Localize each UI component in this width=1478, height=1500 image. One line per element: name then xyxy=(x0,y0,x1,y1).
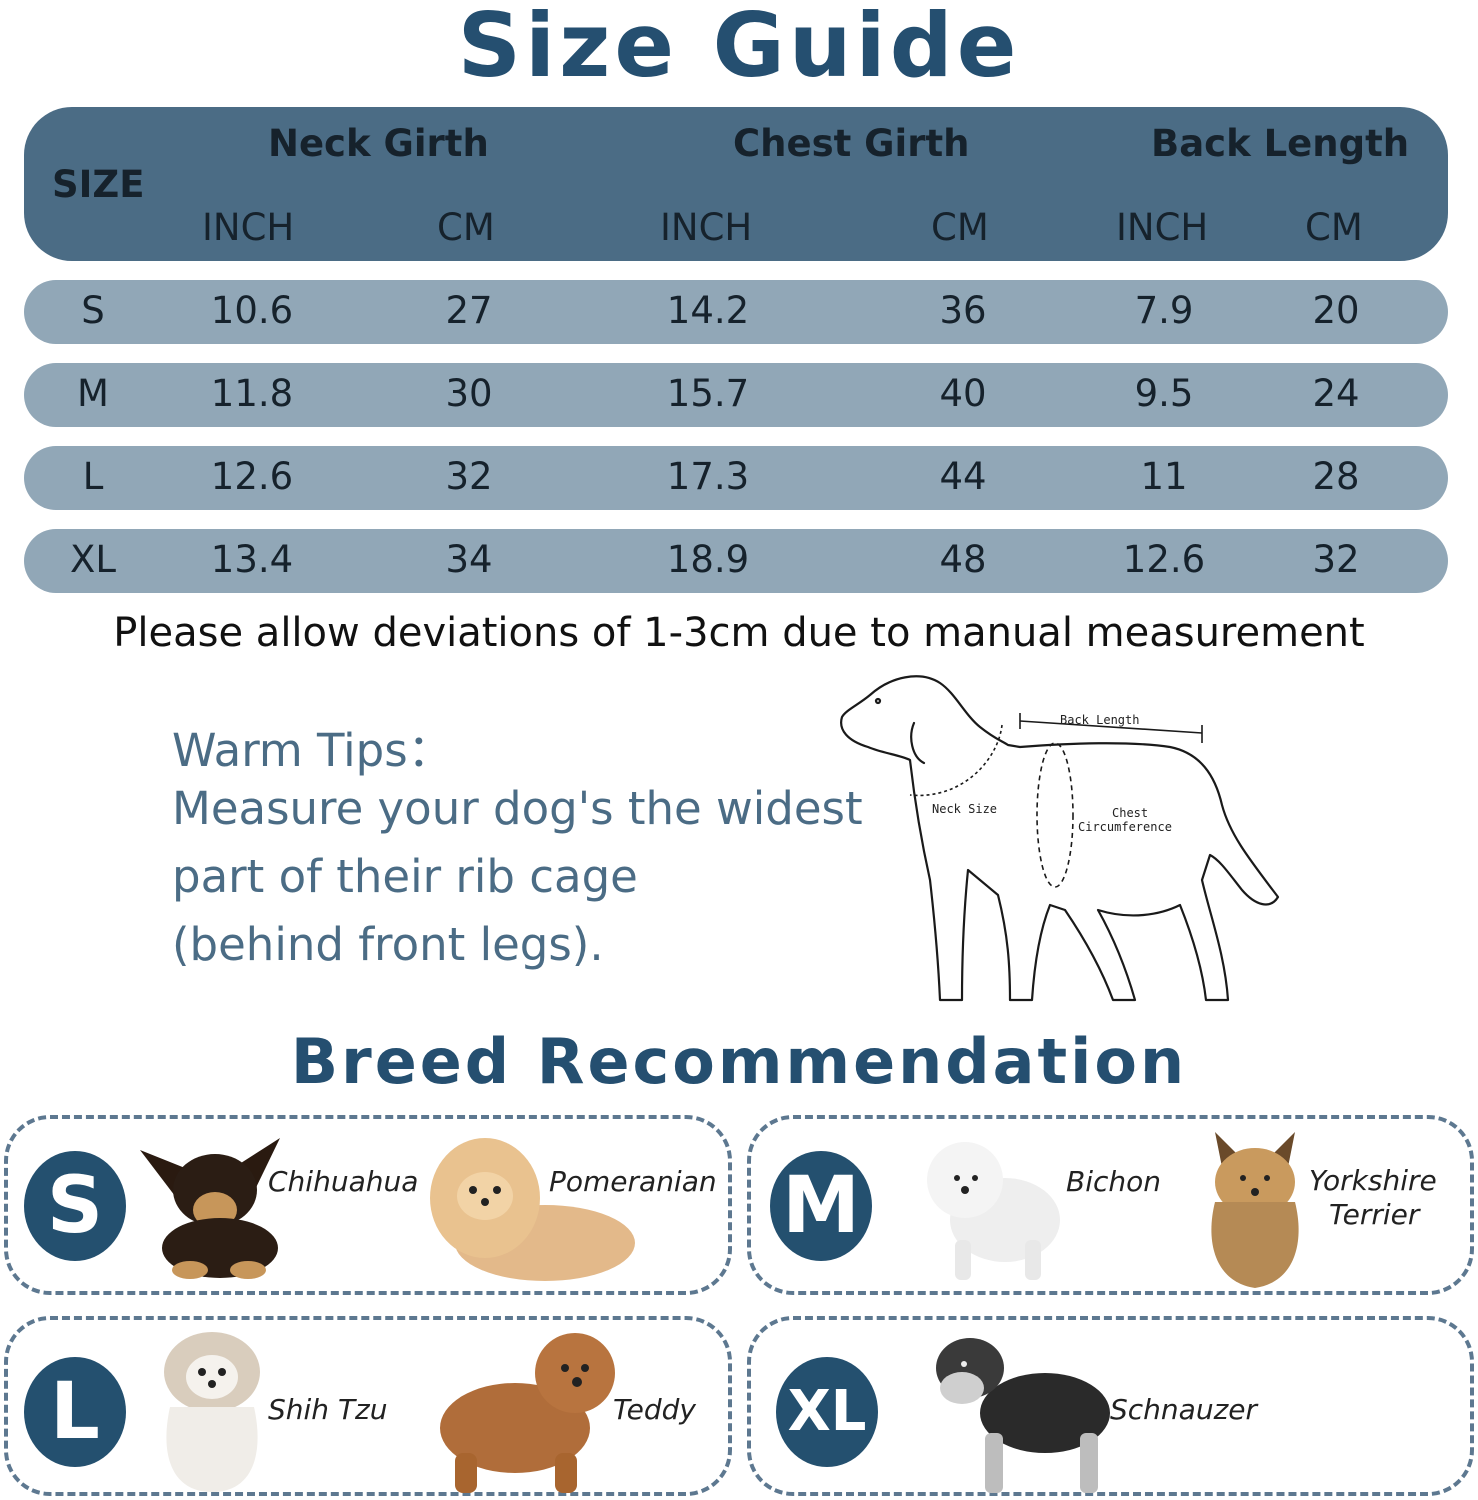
table-cell: 30 xyxy=(445,372,493,415)
chest-label: Circumference xyxy=(1078,820,1172,834)
teddy-image xyxy=(440,1333,615,1493)
size-l-badge: L xyxy=(24,1357,126,1467)
table-cell: 40 xyxy=(939,372,987,415)
breed-teddy: Teddy xyxy=(613,1393,696,1426)
chest-girth-header: Chest Girth xyxy=(733,122,970,165)
table-cell: 9.5 xyxy=(1134,372,1194,415)
tips-line: Measure your dog's the widest xyxy=(172,782,863,835)
size-xl-card xyxy=(747,1316,1474,1496)
table-cell: 15.7 xyxy=(666,372,750,415)
table-cell: 20 xyxy=(1312,289,1360,332)
bichon-image xyxy=(927,1142,1060,1280)
tips-heading: Warm Tips： xyxy=(172,724,453,777)
table-cell: 11 xyxy=(1140,455,1188,498)
neck-size-label: Neck Size xyxy=(932,802,997,816)
size-l-card xyxy=(4,1316,732,1496)
table-header xyxy=(24,107,1448,261)
table-row xyxy=(24,363,1448,427)
breed-pomeranian: Pomeranian xyxy=(549,1165,717,1198)
size-m-badge: M xyxy=(770,1151,872,1261)
table-cell: 36 xyxy=(939,289,987,332)
table-cell: 34 xyxy=(445,538,493,581)
size-s-badge: S xyxy=(24,1151,126,1261)
table-cell: 44 xyxy=(939,455,987,498)
table-cell: 14.2 xyxy=(666,289,750,332)
unit-header: CM xyxy=(437,206,495,249)
dog-measurement-diagram: Back Length Neck Size Chest Circumferenc… xyxy=(840,675,1280,1002)
chest-label: Chest xyxy=(1112,806,1148,820)
size-s-card xyxy=(4,1115,732,1295)
pomeranian-image xyxy=(430,1138,635,1281)
table-cell: 27 xyxy=(445,289,493,332)
schnauzer-image xyxy=(936,1338,1110,1493)
tips-line: part of their rib cage xyxy=(172,850,638,903)
unit-header: INCH xyxy=(660,206,753,249)
table-cell: 12.6 xyxy=(1122,538,1206,581)
table-cell: 17.3 xyxy=(666,455,750,498)
breed-shih-tzu: Shih Tzu xyxy=(268,1393,388,1426)
unit-header: CM xyxy=(931,206,989,249)
size-column-header: SIZE xyxy=(52,163,145,206)
breed-bichon: Bichon xyxy=(1066,1165,1162,1198)
shih-tzu-image xyxy=(164,1332,260,1492)
breed-schnauzer: Schnauzer xyxy=(1110,1393,1257,1426)
table-row xyxy=(24,529,1448,593)
table-cell: 28 xyxy=(1312,455,1360,498)
size-cell: L xyxy=(82,455,104,498)
size-m-card xyxy=(747,1115,1474,1295)
table-cell: 12.6 xyxy=(210,455,294,498)
measurement-note: Please allow deviations of 1-3cm due to … xyxy=(113,610,1365,656)
size-cell: M xyxy=(77,372,109,415)
yorkshire-terrier-image xyxy=(1211,1132,1299,1288)
table-cell: 32 xyxy=(445,455,493,498)
neck-girth-header: Neck Girth xyxy=(268,122,489,165)
chihuahua-image xyxy=(140,1138,280,1279)
unit-header: INCH xyxy=(202,206,295,249)
dog-outline-icon xyxy=(840,675,1280,1002)
unit-header: CM xyxy=(1305,206,1363,249)
table-cell: 24 xyxy=(1312,372,1360,415)
table-cell: 7.9 xyxy=(1134,289,1194,332)
size-xl-badge: XL xyxy=(776,1357,878,1467)
back-length-header: Back Length xyxy=(1151,122,1410,165)
size-cell: XL xyxy=(70,538,116,581)
breed-chihuahua: Chihuahua xyxy=(268,1165,419,1198)
breed-recommendation-title: Breed Recommendation xyxy=(290,1025,1188,1098)
table-cell: 48 xyxy=(939,538,987,581)
table-cell: 10.6 xyxy=(210,289,294,332)
page-title: Size Guide xyxy=(457,0,1021,97)
size-cell: S xyxy=(81,289,105,332)
unit-header: INCH xyxy=(1116,206,1209,249)
table-row xyxy=(24,446,1448,510)
table-row xyxy=(24,280,1448,344)
table-cell: 13.4 xyxy=(210,538,294,581)
table-cell: 11.8 xyxy=(210,372,294,415)
tips-line: (behind front legs). xyxy=(172,918,604,971)
table-cell: 18.9 xyxy=(666,538,750,581)
breed-yorkshire: Yorkshire xyxy=(1309,1164,1437,1197)
breed-terrier: Terrier xyxy=(1329,1198,1420,1231)
table-cell: 32 xyxy=(1312,538,1360,581)
back-length-label: Back Length xyxy=(1060,713,1139,727)
